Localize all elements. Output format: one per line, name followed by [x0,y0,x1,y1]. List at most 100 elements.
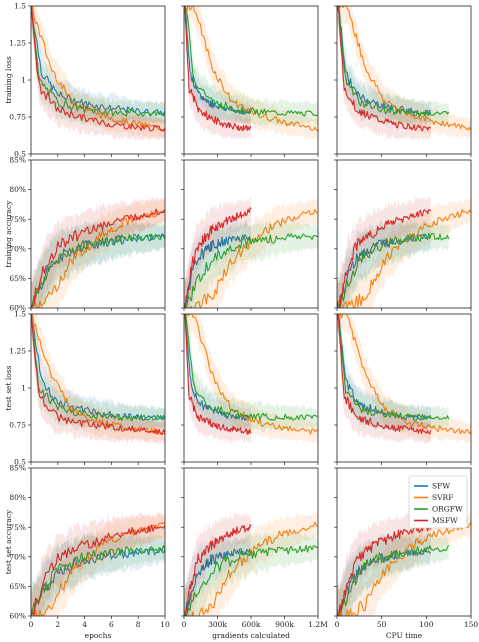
series-line-msfw [337,314,432,435]
x-tick-label: 0 [29,620,34,629]
series-line-orgfw [337,544,450,616]
series-line-msfw [184,524,252,616]
band-msfw [184,314,251,444]
y-tick-label: 85% [9,156,26,165]
panel-3-0 [31,511,165,616]
y-tick-label: 0.5 [14,458,26,467]
series-line-svrf [186,314,318,435]
series-line-sfw [31,6,165,116]
y-tick-label: 70% [9,552,26,561]
band-sfw [184,220,251,308]
band-msfw [337,512,431,616]
band-svrf [337,197,471,308]
x-tick-label: 100 [419,620,434,629]
panel-frame [30,467,166,617]
band-msfw [337,314,431,444]
panel-2-1 [184,314,318,444]
panel-frame [336,159,472,309]
series-line-svrf [184,521,318,616]
band-sfw [337,6,431,125]
series-line-orgfw [184,314,318,421]
band-svrf [184,510,318,616]
series-line-msfw [184,207,252,308]
x-tick-label: 8 [136,620,141,629]
panel-3-2 [337,510,471,616]
x-tick-label: 4 [82,620,87,629]
series-line-msfw [184,314,252,435]
band-sfw [31,534,165,616]
band-orgfw [184,218,318,308]
y-tick-label: 70% [9,244,26,253]
series-line-svrf [31,210,165,308]
y-tick-label: 1.25 [9,347,26,356]
series-line-orgfw [31,314,165,422]
panel-0-2 [337,6,471,141]
x-axis-label: CPU time [386,631,423,640]
series-line-msfw [31,314,165,436]
series-line-orgfw [184,233,318,308]
panel-frame [336,467,472,617]
series-line-orgfw [184,545,318,616]
x-tick-label: 600k [242,620,261,629]
band-msfw [184,196,251,308]
band-orgfw [184,6,318,128]
x-tick-label: 50 [377,620,387,629]
series-line-orgfw [337,314,450,421]
series-line-svrf [184,6,318,132]
y-tick-label: 60% [9,612,26,621]
legend-label: MSFW [432,516,458,525]
band-sfw [31,314,165,432]
x-axis-label: epochs [85,631,112,640]
series-line-msfw [337,209,432,308]
y-tick-label: 0.75 [9,113,26,122]
band-sfw [31,6,165,125]
x-tick-label: 150 [464,620,479,629]
band-sfw [184,314,251,431]
band-sfw [184,533,251,616]
band-orgfw [31,314,165,433]
y-tick-label: 85% [9,464,26,473]
legend-box [408,475,468,529]
x-tick-label: 1.2M [308,620,328,629]
series-line-msfw [337,6,432,132]
panel-1-0 [31,197,165,308]
band-orgfw [337,314,449,433]
y-tick-label: 1.25 [9,39,26,48]
series-line-sfw [184,6,252,115]
series-line-sfw [184,548,252,616]
panel-frame [30,159,166,309]
band-sfw [337,314,431,431]
y-tick-label: 0.5 [14,150,26,159]
series-line-msfw [31,524,165,616]
y-axis-label: test set accuracy [4,509,13,574]
y-tick-label: 65% [9,274,26,283]
y-axis-label: test set loss [4,365,13,410]
series-line-orgfw [337,232,450,307]
x-tick-label: 300k [208,620,227,629]
series-line-svrf [337,314,471,435]
y-tick-label: 1 [21,76,26,85]
series-line-orgfw [184,6,318,117]
panel-2-2 [337,314,471,444]
series-line-msfw [31,208,165,308]
panel-3-1 [184,510,318,616]
band-msfw [184,6,251,141]
series-line-orgfw [31,9,165,117]
y-axis-label: training loss [4,56,13,103]
x-tick-label: 0 [335,620,340,629]
y-tick-label: 1.5 [14,310,26,319]
panel-2-0 [31,314,165,444]
y-tick-label: 75% [9,215,26,224]
band-orgfw [337,6,449,129]
x-tick-label: 10 [160,620,170,629]
y-tick-label: 80% [9,493,26,502]
legend: SFW SVRF ORGFW MSFW [408,475,468,529]
legend-label: SFW [432,482,450,491]
y-tick-label: 75% [9,523,26,532]
x-tick-label: 6 [109,620,114,629]
y-tick-label: 60% [9,304,26,313]
band-svrf [337,510,471,616]
series-line-msfw [31,6,165,132]
y-tick-label: 0.75 [9,421,26,430]
